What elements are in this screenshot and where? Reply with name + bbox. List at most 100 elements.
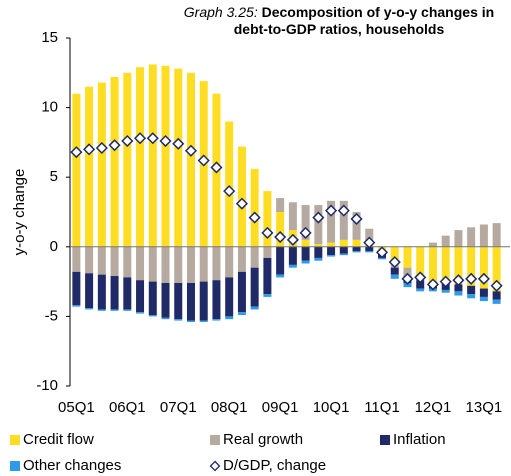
bar bbox=[237, 146, 246, 247]
marker bbox=[261, 226, 274, 239]
bar bbox=[212, 246, 221, 281]
bar bbox=[174, 319, 183, 321]
bar bbox=[276, 246, 285, 275]
bar bbox=[403, 282, 412, 288]
marker bbox=[223, 185, 236, 198]
bar bbox=[110, 276, 119, 310]
bar bbox=[301, 205, 310, 240]
bar bbox=[186, 246, 195, 283]
bar bbox=[72, 246, 81, 272]
bar bbox=[416, 246, 425, 275]
bar bbox=[288, 202, 297, 231]
bar bbox=[250, 246, 259, 268]
bar bbox=[276, 198, 285, 212]
bar bbox=[174, 282, 183, 320]
marker bbox=[210, 161, 223, 174]
bar bbox=[237, 246, 246, 272]
bar bbox=[352, 239, 361, 247]
legend-label: D/GDP, change bbox=[223, 457, 326, 474]
bar bbox=[441, 289, 450, 293]
bar bbox=[339, 239, 348, 247]
y-tick-label: 0 bbox=[50, 238, 58, 255]
bar bbox=[378, 257, 387, 260]
bar bbox=[85, 273, 94, 309]
marker bbox=[146, 132, 159, 145]
marker bbox=[350, 212, 363, 226]
bar bbox=[288, 264, 297, 268]
bar bbox=[276, 212, 285, 247]
bar bbox=[467, 285, 476, 295]
marker bbox=[133, 132, 147, 145]
x-tick-label: 05Q1 bbox=[58, 399, 95, 416]
bar bbox=[123, 72, 132, 247]
marker bbox=[490, 279, 503, 292]
bar bbox=[352, 212, 361, 240]
bar bbox=[237, 271, 246, 313]
y-tick-label: 5 bbox=[50, 168, 58, 185]
bar bbox=[301, 246, 310, 261]
bar bbox=[136, 280, 145, 313]
marker bbox=[121, 134, 134, 148]
bar bbox=[327, 246, 336, 256]
bar bbox=[85, 86, 94, 247]
bar bbox=[97, 246, 106, 275]
bar bbox=[479, 224, 488, 247]
bar bbox=[225, 277, 234, 317]
bar bbox=[390, 267, 399, 275]
bar bbox=[161, 317, 170, 320]
bar bbox=[250, 168, 259, 247]
bar bbox=[301, 260, 310, 264]
y-axis-label: y-o-y change bbox=[11, 169, 28, 256]
marker bbox=[184, 144, 198, 157]
bar bbox=[72, 305, 81, 307]
chart-title: Graph 3.25: Decomposition of y-o-y chang… bbox=[170, 4, 508, 38]
legend-swatch bbox=[10, 461, 20, 471]
bar bbox=[85, 246, 94, 274]
bar bbox=[148, 246, 157, 282]
bar bbox=[327, 242, 336, 247]
bar bbox=[186, 72, 195, 247]
bar bbox=[339, 246, 348, 254]
bar bbox=[339, 200, 348, 240]
bar bbox=[365, 228, 374, 243]
bar bbox=[161, 282, 170, 318]
marker bbox=[95, 141, 108, 155]
bar bbox=[301, 239, 310, 247]
legend-marker bbox=[209, 460, 221, 472]
bar bbox=[479, 246, 488, 289]
x-tick-label: 13Q1 bbox=[466, 399, 503, 416]
bar bbox=[454, 230, 463, 247]
y-tick-label: 15 bbox=[41, 29, 58, 46]
bar bbox=[467, 294, 476, 299]
bar bbox=[72, 93, 81, 247]
bar bbox=[250, 267, 259, 307]
title-label: Graph 3.25: bbox=[183, 4, 258, 20]
y-tick-label: -5 bbox=[45, 307, 58, 324]
bar bbox=[492, 299, 501, 304]
x-tick-label: 11Q1 bbox=[364, 399, 400, 416]
bar bbox=[161, 65, 170, 247]
marker bbox=[312, 211, 325, 224]
marker bbox=[172, 137, 185, 150]
bar bbox=[403, 246, 412, 268]
bar bbox=[263, 191, 272, 247]
marker bbox=[108, 139, 121, 152]
bar bbox=[314, 205, 323, 245]
bar bbox=[85, 308, 94, 310]
marker bbox=[465, 272, 478, 285]
bar bbox=[212, 319, 221, 321]
x-tick-label: 07Q1 bbox=[160, 399, 197, 416]
bar bbox=[467, 246, 476, 286]
bar bbox=[110, 309, 119, 311]
x-tick-label: 06Q1 bbox=[109, 399, 146, 416]
marker bbox=[477, 272, 490, 285]
bar bbox=[327, 200, 336, 243]
bar bbox=[72, 271, 81, 306]
bar bbox=[352, 250, 361, 253]
x-tick-label: 08Q1 bbox=[211, 399, 248, 416]
marker bbox=[248, 211, 261, 224]
bar bbox=[416, 288, 425, 292]
bar bbox=[174, 246, 183, 283]
marker bbox=[299, 226, 312, 239]
